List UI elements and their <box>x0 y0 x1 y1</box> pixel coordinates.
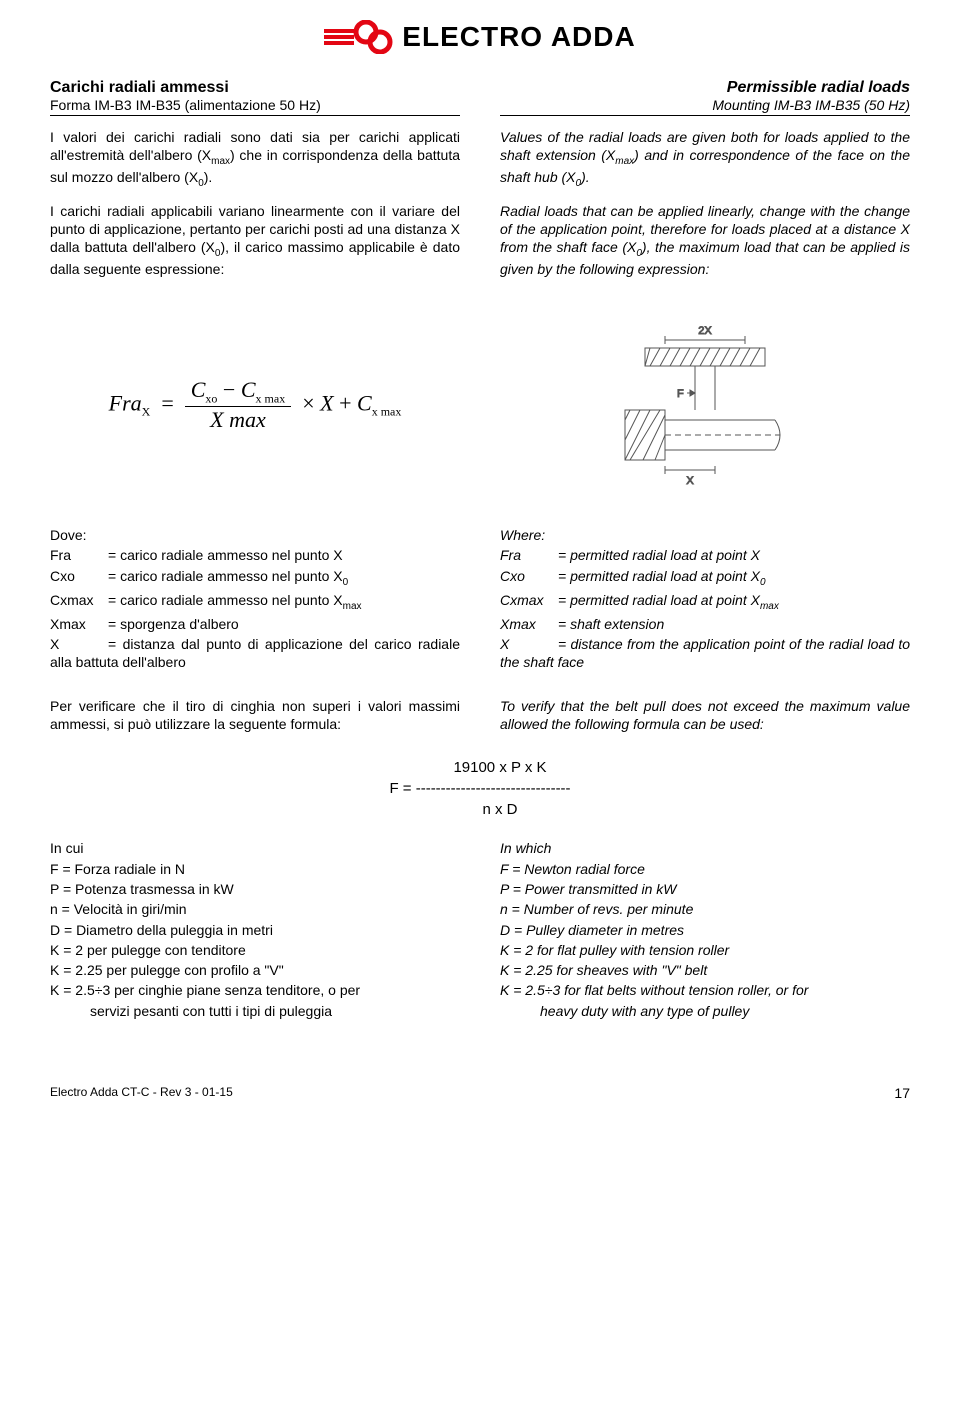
header-it: Carichi radiali ammessi Forma IM-B3 IM-B… <box>50 79 460 116</box>
header-en: Permissible radial loads Mounting IM-B3 … <box>500 79 910 116</box>
def-row: Xmax= shaft extension <box>500 614 910 634</box>
def-row: Cxmax= permitted radial load at point Xm… <box>500 590 910 614</box>
def-row: Cxmax= carico radiale ammesso nel punto … <box>50 590 460 614</box>
definitions-en: Where: Fra= permitted radial load at poi… <box>500 525 910 683</box>
legend-row-cont: servizi pesanti con tutti i tipi di pule… <box>50 1001 460 1021</box>
intro-p2-it: I carichi radiali applicabili variano li… <box>50 202 460 278</box>
logo-icon <box>324 20 394 54</box>
verify-it: Per verificare che il tiro di cinghia no… <box>50 697 460 733</box>
diagram-label-top: 2X <box>698 325 712 337</box>
legend-row: P = Power transmitted in kW <box>500 879 910 899</box>
def-heading-it: Dove: <box>50 525 460 545</box>
def-row: Cxo= carico radiale ammesso nel punto X0 <box>50 566 460 590</box>
def-row: Cxo= permitted radial load at point X0 <box>500 566 910 590</box>
header-row: Carichi radiali ammessi Forma IM-B3 IM-B… <box>50 79 910 128</box>
legend-row: n = Velocità in giri/min <box>50 899 460 919</box>
legend-heading-it: In cui <box>50 838 460 858</box>
legend-row: K = 2.5÷3 for flat belts without tension… <box>500 980 910 1000</box>
subtitle-it: Forma IM-B3 IM-B35 (alimentazione 50 Hz) <box>50 97 460 113</box>
intro-row: I valori dei carichi radiali sono dati s… <box>50 128 910 290</box>
diagram-label-force: F <box>677 388 684 400</box>
def-heading-en: Where: <box>500 525 910 545</box>
title-it: Carichi radiali ammessi <box>50 79 460 97</box>
title-en: Permissible radial loads <box>500 79 910 97</box>
page-footer: Electro Adda CT-C - Rev 3 - 01-15 17 <box>50 1085 910 1101</box>
formula-numerator: 19100 x P x K <box>50 757 910 778</box>
legend-row: D = Diametro della puleggia in metri <box>50 920 460 940</box>
legend-row: K = 2.25 for sheaves with "V" belt <box>500 960 910 980</box>
formula-denominator: n x D <box>50 799 910 820</box>
shaft-diagram: 2X F <box>500 320 910 490</box>
legend-row: P = Potenza trasmessa in kW <box>50 879 460 899</box>
def-row: Fra= carico radiale ammesso nel punto X <box>50 545 460 565</box>
formula-fra: FraX = Cxo − Cx max X max × X + Cx max <box>50 377 460 433</box>
def-row: Xmax= sporgenza d'albero <box>50 614 460 634</box>
formula-belt: 19100 x P x K F = ----------------------… <box>50 757 910 820</box>
footer-left: Electro Adda CT-C - Rev 3 - 01-15 <box>50 1085 233 1101</box>
intro-en: Values of the radial loads are given bot… <box>500 128 910 290</box>
brand-text: ELECTRO ADDA <box>402 21 635 53</box>
legend-row: K = 2 per pulegge con tenditore <box>50 940 460 960</box>
legend-row: K = 2 for flat pulley with tension rolle… <box>500 940 910 960</box>
legend-row: K = 2.25 per pulegge con profilo a "V" <box>50 960 460 980</box>
legend-row: D = Pulley diameter in metres <box>500 920 910 940</box>
diagram-label-bottom: X <box>686 475 694 487</box>
legend-row: n = Number of revs. per minute <box>500 899 910 919</box>
legend-row: F = Forza radiale in N <box>50 859 460 879</box>
legend-row: In cui F = Forza radiale in N P = Potenz… <box>50 838 910 1035</box>
formula-and-diagram: FraX = Cxo − Cx max X max × X + Cx max 2… <box>50 320 910 490</box>
legend-en: In which F = Newton radial force P = Pow… <box>500 838 910 1021</box>
subtitle-en: Mounting IM-B3 IM-B35 (50 Hz) <box>500 97 910 113</box>
logo-bar: ELECTRO ADDA <box>50 20 910 54</box>
definitions-row: Dove: Fra= carico radiale ammesso nel pu… <box>50 525 910 697</box>
intro-it: I valori dei carichi radiali sono dati s… <box>50 128 460 290</box>
intro-p2-en: Radial loads that can be applied linearl… <box>500 202 910 278</box>
def-row: X= distance from the application point o… <box>500 635 910 671</box>
legend-row: F = Newton radial force <box>500 859 910 879</box>
brand-logo: ELECTRO ADDA <box>324 20 635 54</box>
def-row: X= distanza dal punto di applicazione de… <box>50 635 460 671</box>
verify-row: Per verificare che il tiro di cinghia no… <box>50 697 910 745</box>
legend-row-cont: heavy duty with any type of pulley <box>500 1001 910 1021</box>
footer-page: 17 <box>894 1085 910 1101</box>
legend-it: In cui F = Forza radiale in N P = Potenz… <box>50 838 460 1021</box>
definitions-it: Dove: Fra= carico radiale ammesso nel pu… <box>50 525 460 683</box>
intro-p1-en: Values of the radial loads are given bot… <box>500 128 910 190</box>
def-row: Fra= permitted radial load at point X <box>500 545 910 565</box>
legend-heading-en: In which <box>500 838 910 858</box>
legend-row: K = 2.5÷3 per cinghie piane senza tendit… <box>50 980 460 1000</box>
formula-divider: ------------------------------- <box>416 780 571 797</box>
verify-en: To verify that the belt pull does not ex… <box>500 697 910 733</box>
formula-lhs: F = <box>389 780 411 797</box>
intro-p1-it: I valori dei carichi radiali sono dati s… <box>50 128 460 190</box>
